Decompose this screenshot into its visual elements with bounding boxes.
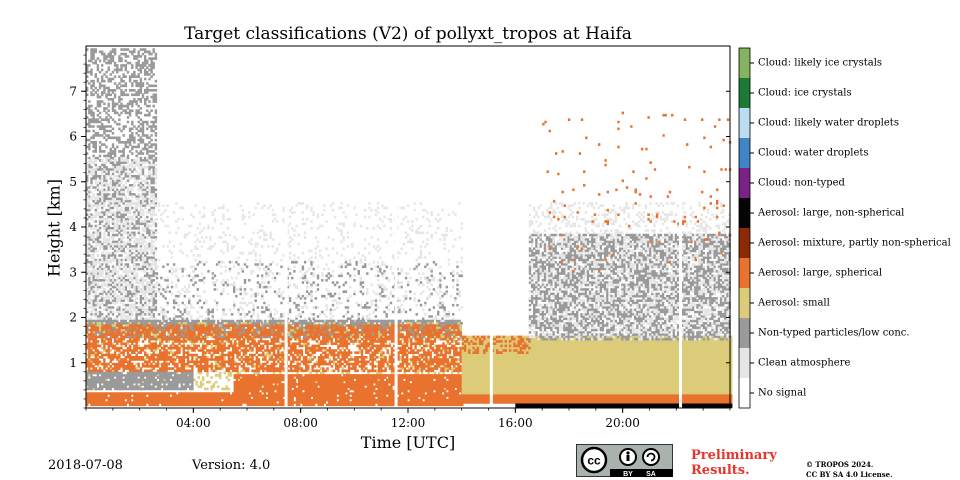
- legend-label-7: Cloud: non-typed: [758, 177, 845, 189]
- legend-label-1: Clean atmosphere: [758, 357, 851, 369]
- data-gap-1: [394, 46, 398, 408]
- legend-swatch-7: [739, 168, 750, 198]
- region-cells-2: [155, 260, 464, 325]
- preliminary-notice: Preliminary Results.: [691, 448, 777, 478]
- y-tick-label-5: 6: [69, 130, 77, 144]
- region-2: [155, 260, 464, 325]
- legend-label-10: Cloud: ice crystals: [758, 87, 852, 99]
- y-tick-label-1: 2: [69, 311, 77, 325]
- y-tick-label-2: 3: [69, 265, 77, 279]
- cc-sa-text: SA: [646, 471, 656, 478]
- x-tick-label-2: 12:00: [391, 416, 426, 430]
- y-tick-label-0: 1: [69, 356, 77, 370]
- copyright-line-1: © TROPOS 2024.: [806, 460, 874, 469]
- legend-swatch-0: [739, 378, 750, 408]
- legend-label-6: Aerosol: large, non-spherical: [758, 207, 905, 219]
- cc-license-badge: cc BY SA: [576, 444, 673, 478]
- legend-swatch-4: [739, 258, 750, 288]
- chart-title: Target classifications (V2) of pollyxt_t…: [184, 24, 632, 44]
- region-cells-0: [86, 48, 158, 327]
- region-cells-9: [86, 392, 235, 407]
- cc-logo-icon: cc BY SA: [580, 446, 673, 478]
- x-tick-label-1: 08:00: [283, 416, 318, 430]
- y-tick-label-6: 7: [69, 84, 77, 98]
- region-cells-6: [86, 324, 462, 373]
- region-1: [86, 156, 158, 323]
- legend-swatch-8: [739, 138, 750, 168]
- y-tick-label-3: 4: [69, 220, 77, 234]
- colorbar-frame: [738, 47, 751, 409]
- legend-swatch-1: [739, 348, 750, 378]
- x-tick-label-0: 04:00: [176, 416, 211, 430]
- region-11: [461, 335, 531, 354]
- region-10: [461, 335, 733, 395]
- copyright-line-2: CC BY SA 4.0 License.: [806, 470, 893, 479]
- legend-swatch-11: [739, 48, 750, 78]
- legend-label-9: Cloud: likely water droplets: [758, 117, 899, 129]
- legend-swatch-5: [739, 228, 750, 258]
- region-0: [86, 48, 158, 327]
- region-7: [86, 371, 194, 391]
- legend-label-5: Aerosol: mixture, partly non-spherical: [758, 237, 951, 249]
- x-tick-label-3: 16:00: [498, 416, 533, 430]
- legend-label-8: Cloud: water droplets: [758, 147, 869, 159]
- region-14: [542, 111, 732, 273]
- region-cells-8: [233, 374, 464, 407]
- legend-swatch-10: [739, 78, 750, 108]
- x-tick-label-4: 20:00: [605, 416, 640, 430]
- legend-label-0: No signal: [758, 387, 807, 399]
- y-tick-label-4: 5: [69, 175, 77, 189]
- region-16: [515, 403, 733, 409]
- legend-label-2: Non-typed particles/low conc.: [758, 327, 910, 339]
- copyright-notice: © TROPOS 2024. CC BY SA 4.0 License.: [806, 460, 893, 480]
- cc-by-text: BY: [623, 471, 633, 478]
- region-cells-10: [461, 335, 733, 395]
- region-9: [86, 392, 235, 407]
- region-cells-3: [155, 202, 464, 323]
- region-8: [233, 374, 464, 407]
- region-cells-7: [86, 371, 194, 391]
- region-cells-1: [86, 156, 158, 323]
- region-cells-16: [515, 403, 733, 409]
- version-label: Version: 4.0: [192, 458, 271, 473]
- region-cells-14: [542, 111, 732, 273]
- classification-field: [86, 48, 733, 409]
- legend-swatch-3: [739, 288, 750, 318]
- x-axis-label: Time [UTC]: [360, 433, 456, 452]
- data-gap-0: [284, 46, 288, 408]
- legend-label-4: Aerosol: large, spherical: [758, 267, 883, 279]
- region-3: [155, 202, 464, 323]
- legend-label-3: Aerosol: small: [758, 297, 830, 309]
- region-cells-11: [461, 335, 531, 354]
- legend-label-11: Cloud: likely ice crystals: [758, 57, 883, 69]
- region-6: [86, 324, 462, 373]
- legend-swatch-9: [739, 108, 750, 138]
- cc-text: cc: [587, 454, 601, 468]
- region-15: [461, 394, 733, 404]
- data-gap-3: [679, 46, 683, 408]
- legend-swatch-2: [739, 318, 750, 348]
- region-cells-15: [461, 394, 733, 404]
- date-label: 2018-07-08: [48, 458, 123, 473]
- legend-swatch-6: [739, 198, 750, 228]
- data-gap-2: [489, 46, 493, 408]
